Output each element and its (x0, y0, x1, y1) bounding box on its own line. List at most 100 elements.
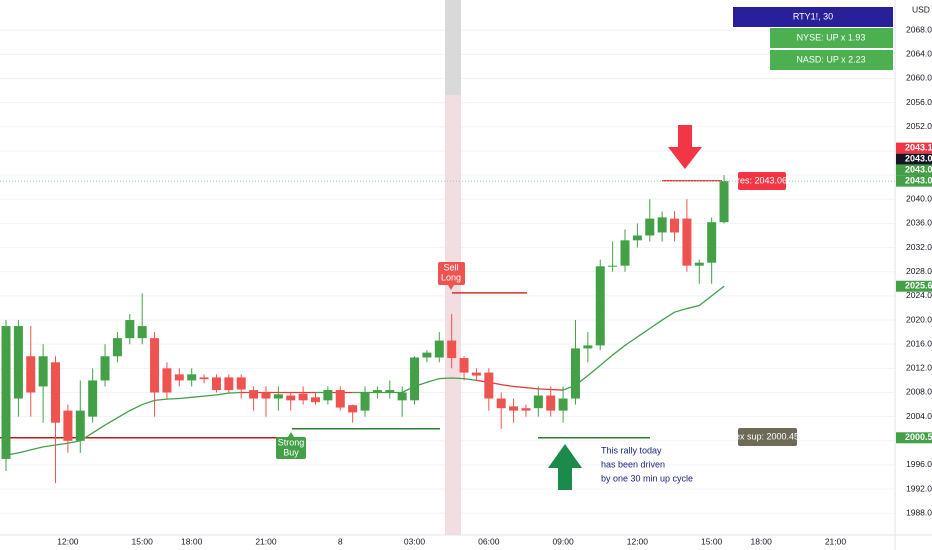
price-tag (896, 175, 932, 187)
highlight-band-top (445, 0, 461, 95)
candle-body (75, 410, 85, 441)
candle-body (546, 395, 556, 411)
candle-body (459, 358, 469, 373)
candle-body (224, 377, 234, 391)
price-tag (896, 153, 932, 165)
label-pointer (288, 432, 294, 437)
candle-body (112, 338, 122, 357)
y-tick-label: 1996.0 (906, 459, 932, 469)
candle-body (137, 326, 147, 339)
candle-body (670, 218, 680, 233)
y-tick-label: 2056.0 (906, 97, 932, 107)
candle-body (51, 362, 61, 423)
candle-body (211, 377, 221, 391)
y-tick-label: 2016.0 (906, 338, 932, 348)
breadth-box (770, 50, 893, 70)
x-tick-label: 09:00 (552, 536, 574, 546)
candle-body (558, 398, 568, 411)
candle-body (261, 392, 271, 399)
candle-body (88, 380, 98, 417)
candle-body (125, 320, 135, 339)
breadth-box (770, 28, 893, 48)
y-tick-label: 2068.0 (906, 24, 932, 34)
up-arrow (548, 444, 582, 490)
label-text: Buy (283, 447, 299, 457)
candle-body (286, 395, 296, 401)
y-tick-label: 2036.0 (906, 218, 932, 228)
price-tag-label: 2043.0 (905, 176, 932, 186)
candle-body (174, 374, 184, 381)
y-tick-label: 2024.0 (906, 290, 932, 300)
candle-body (360, 392, 370, 411)
candle-body (595, 266, 605, 346)
x-tick-label: 18:00 (181, 536, 203, 546)
candle-body (397, 392, 407, 401)
ema-line (5, 391, 242, 456)
y-tick-label: 2064.0 (906, 49, 932, 59)
candle-body (509, 406, 519, 411)
candle-body (471, 372, 481, 376)
price-tag (896, 142, 932, 154)
candle-body (372, 390, 382, 393)
y-tick-label: 2004.0 (906, 411, 932, 421)
candle-body (187, 374, 197, 381)
label-text: Long (441, 272, 461, 282)
candle-body (422, 352, 432, 358)
candle-body (496, 398, 506, 409)
candle-body (645, 218, 655, 236)
candle-body (150, 338, 160, 393)
price-tag-label: 2025.6 (905, 281, 932, 291)
res-label (738, 172, 786, 190)
y-tick-label: 2040.0 (906, 194, 932, 204)
price-tag-label: 2043.0 (905, 165, 932, 175)
y-tick-label: 2020.0 (906, 314, 932, 324)
y-tick-label: 2008.0 (906, 387, 932, 397)
candle-body (26, 356, 36, 393)
x-tick-label: 15:00 (701, 536, 723, 546)
candle-body (348, 405, 358, 413)
x-tick-label: 12:00 (57, 536, 79, 546)
x-tick-label: 12:00 (627, 536, 649, 546)
y-tick-label: 2060.0 (906, 73, 932, 83)
sup-text: ex sup: 2000.45 (735, 431, 799, 441)
candle-body (199, 377, 209, 380)
candle-body (63, 410, 73, 441)
symbol-box (733, 7, 893, 27)
y-tick-label: 2028.0 (906, 266, 932, 276)
candle-body (657, 217, 667, 233)
y-tick-label: 2032.0 (906, 242, 932, 252)
candle-body (682, 218, 692, 266)
label-pointer (448, 285, 454, 290)
candle-body (632, 235, 642, 241)
candle-body (570, 348, 580, 399)
candle-body (434, 340, 444, 358)
candle-body (100, 356, 110, 381)
ema-line (562, 285, 725, 391)
price-tag (896, 432, 932, 444)
candle-body (484, 372, 494, 399)
candle-body (521, 408, 531, 411)
price-tag-label: 2000.5 (905, 432, 932, 442)
candle-body (162, 368, 172, 393)
candle-body (410, 357, 420, 401)
candle-body (236, 377, 246, 390)
res-text: res: 2043.06 (737, 175, 787, 185)
breadth-text: NYSE: UP x 1.93 (797, 32, 866, 42)
candle-body (1, 326, 11, 459)
candle-body (707, 222, 717, 263)
y-tick-label: 2012.0 (906, 363, 932, 373)
candle-body (447, 340, 457, 359)
x-tick-label: 21:00 (825, 536, 847, 546)
candle-body (249, 390, 259, 399)
x-tick-label: 03:00 (404, 536, 426, 546)
x-tick-label: 21:00 (255, 536, 277, 546)
price-tag-label: 2043.1 (905, 143, 932, 153)
candle-body (298, 393, 308, 401)
note: This rally today (601, 445, 662, 455)
candle-body (13, 326, 23, 399)
sell-long-label (438, 262, 465, 285)
price-tag (896, 280, 932, 292)
label-text: Sell (443, 262, 458, 272)
